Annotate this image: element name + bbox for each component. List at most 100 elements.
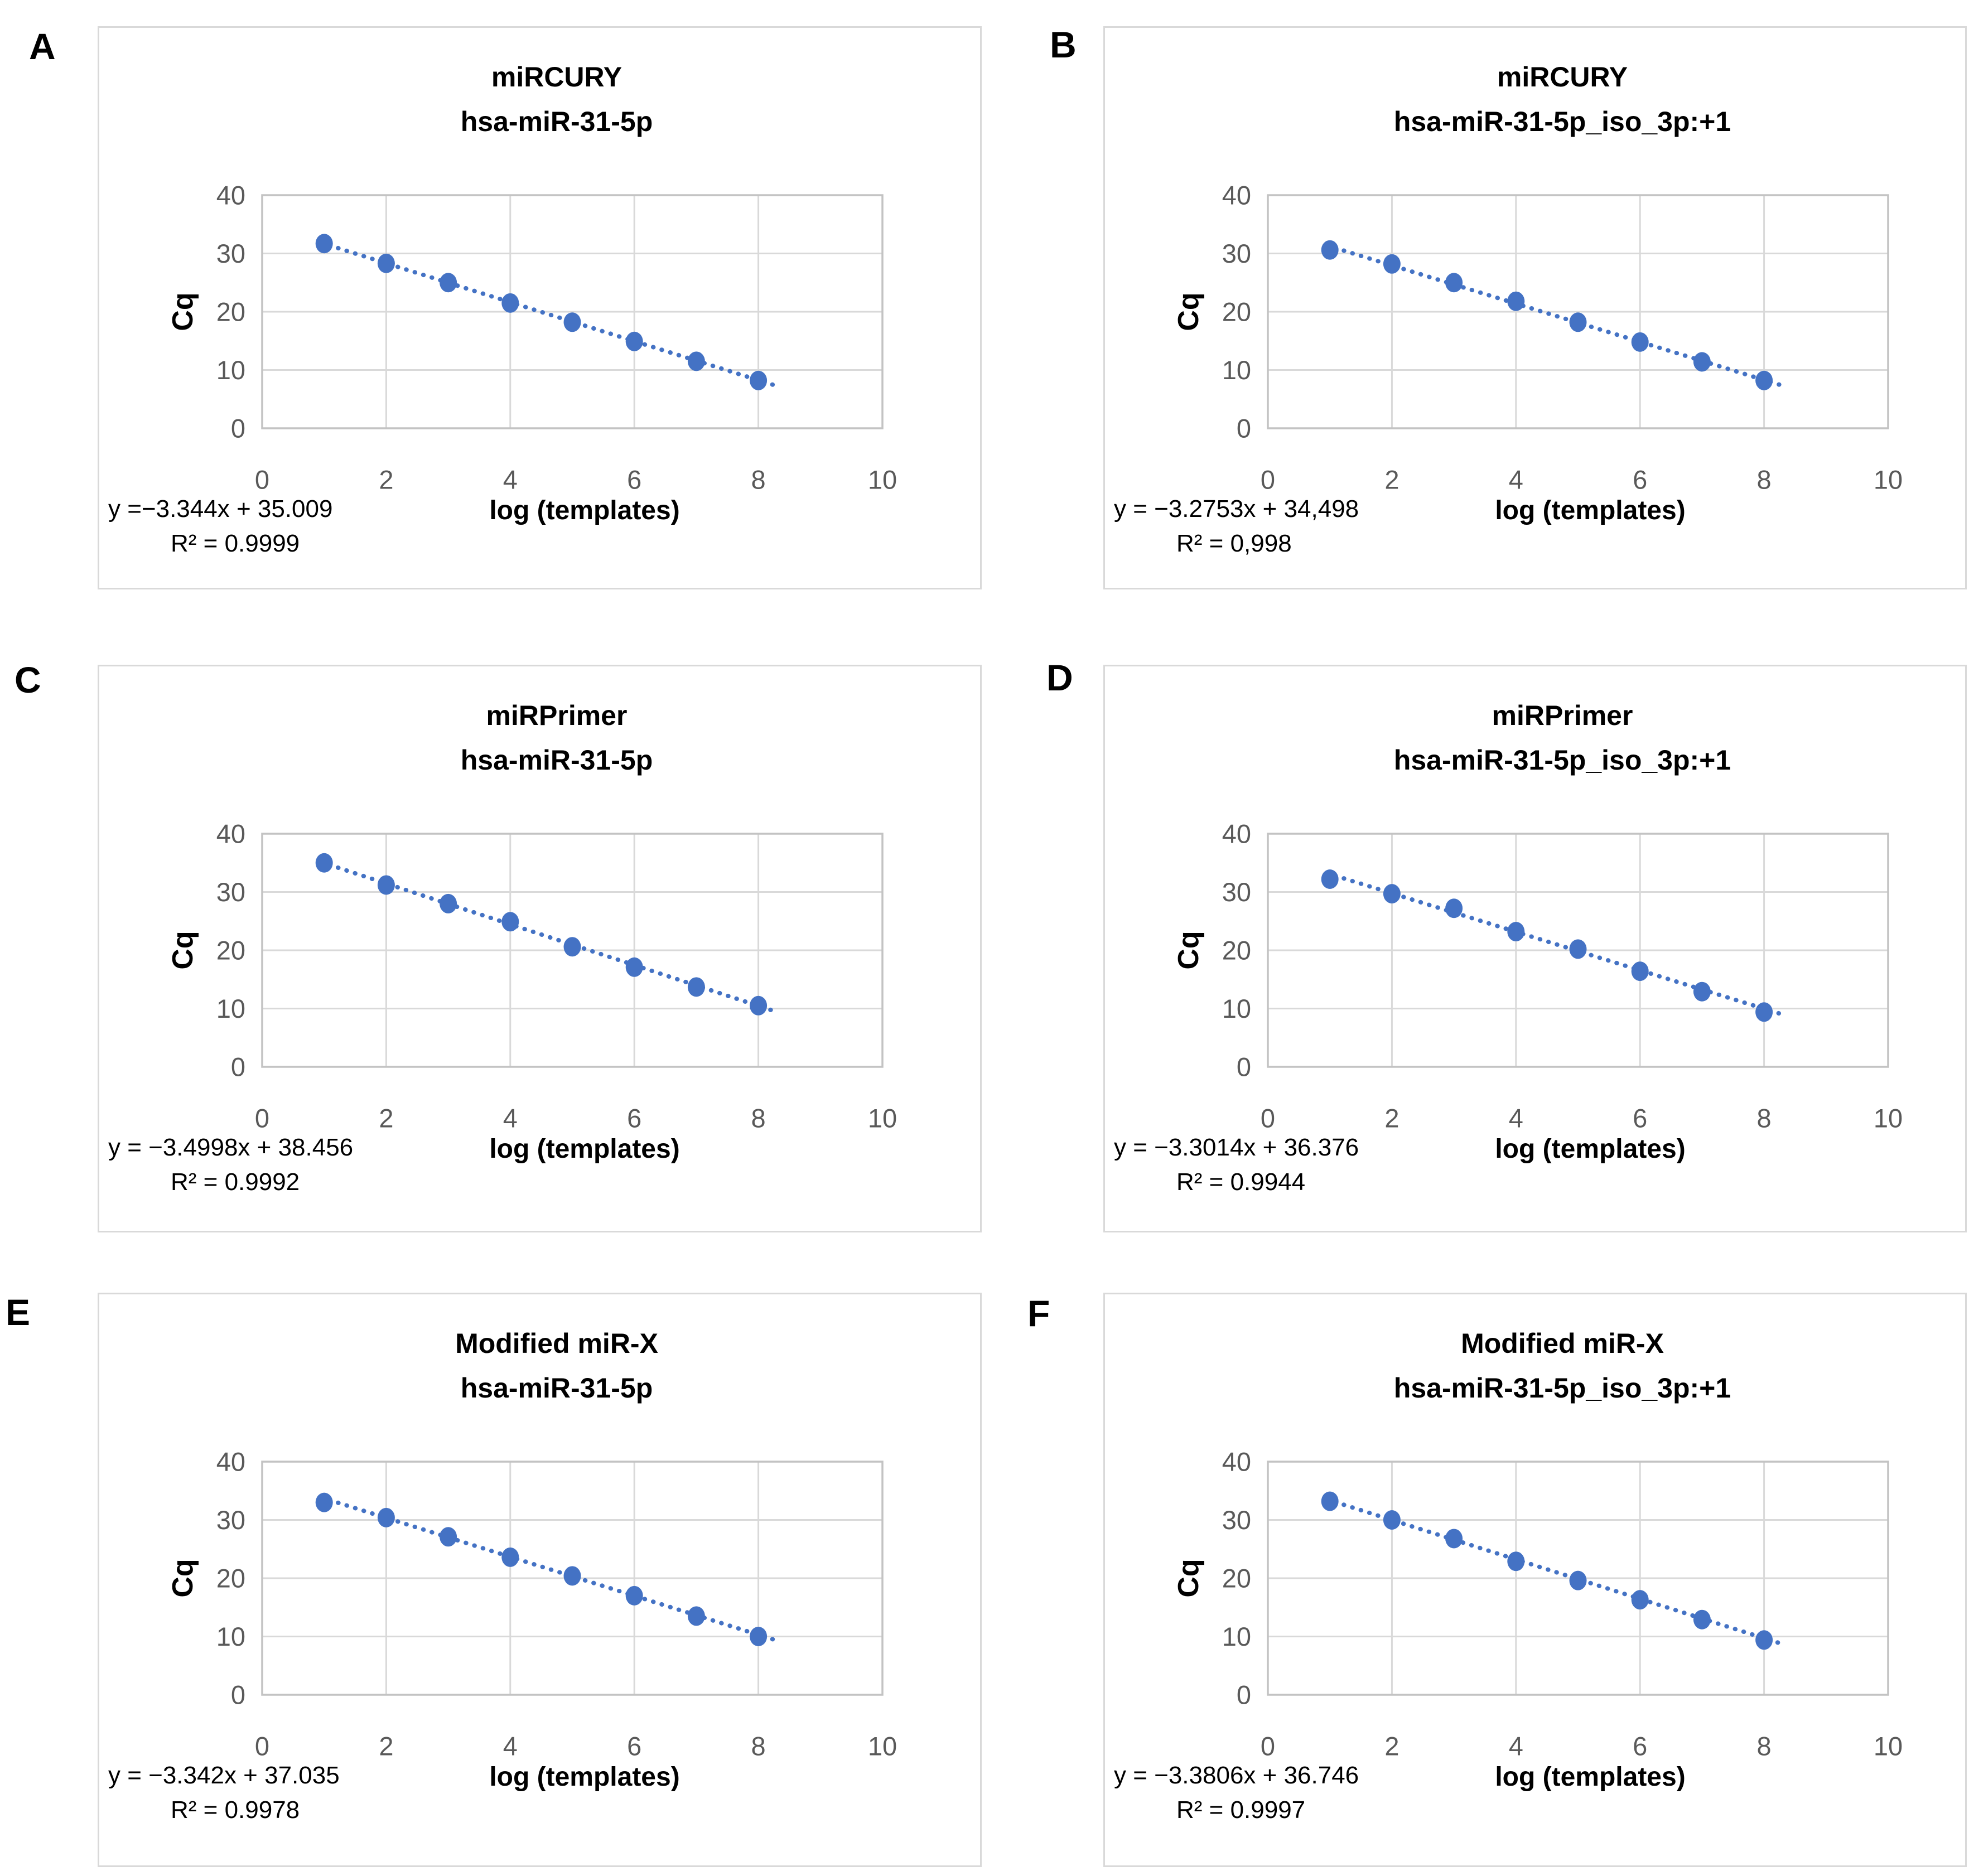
data-point xyxy=(315,234,333,254)
data-point xyxy=(1755,1002,1773,1022)
data-point xyxy=(1755,1630,1773,1650)
chart-title-line1: Modified miR-X xyxy=(455,1328,658,1359)
chart-title: miRCURY hsa-miR-31-5p xyxy=(233,55,880,144)
x-tick-label: 2 xyxy=(379,465,393,495)
panel-label-b: B xyxy=(1050,24,1077,65)
data-point xyxy=(315,1492,333,1512)
y-tick-label: 0 xyxy=(1237,1052,1251,1082)
chart-panel-e: Modified miR-X hsa-miR-31-5p 0 10 20 30 40 0 2 4… xyxy=(98,1293,982,1867)
panel-label-f: F xyxy=(1027,1293,1050,1334)
equation-text: y = −3.342x + 37.035 xyxy=(108,1762,340,1789)
equation-text: y = −3.3806x + 36.746 xyxy=(1114,1762,1359,1789)
x-tick-label: 8 xyxy=(751,1732,766,1761)
data-point xyxy=(1321,869,1339,889)
trendline xyxy=(318,1495,779,1643)
x-tick-label: 0 xyxy=(255,1104,269,1133)
x-tick-label: 4 xyxy=(1509,1104,1523,1133)
r-squared-text: R² = 0.9978 xyxy=(171,1796,300,1824)
x-tick-label: 4 xyxy=(1509,465,1523,495)
y-axis-title: Cq xyxy=(167,292,199,331)
y-tick-label: 20 xyxy=(1222,936,1251,965)
chart-title: miRPrimer hsa-miR-31-5p xyxy=(233,693,880,782)
x-tick-label: 4 xyxy=(503,1104,518,1133)
panel-label-e: E xyxy=(6,1292,31,1333)
plot-border xyxy=(1267,1461,1889,1696)
y-tick-label: 30 xyxy=(1222,877,1251,907)
data-point xyxy=(377,253,395,273)
r-squared-text: R² = 0,998 xyxy=(1176,530,1292,557)
x-tick-label: 2 xyxy=(379,1104,393,1133)
y-tick-label: 30 xyxy=(1222,239,1251,268)
data-point xyxy=(750,370,768,390)
x-axis-title: log (templates) xyxy=(1495,1762,1686,1792)
y-tick-label: 10 xyxy=(216,355,245,385)
panel-label-a: A xyxy=(29,26,56,67)
chart-panel-f: Modified miR-X hsa-miR-31-5p_iso_3p:+1 0 1… xyxy=(1103,1293,1967,1867)
chart-title: Modified miR-X hsa-miR-31-5p xyxy=(233,1321,880,1410)
plot-area: 0 10 20 30 40 0 2 4 6 8 10 Cq xyxy=(167,819,897,1133)
data-point xyxy=(1631,1590,1649,1610)
data-point xyxy=(1383,1510,1401,1530)
r-squared-text: R² = 0.9997 xyxy=(1176,1796,1306,1824)
r-squared-text: R² = 0.9992 xyxy=(171,1168,300,1196)
x-axis-title: log (templates) xyxy=(1495,496,1686,525)
y-tick-label: 20 xyxy=(216,1564,245,1593)
x-tick-label: 0 xyxy=(255,1732,269,1761)
data-point xyxy=(1693,1609,1711,1630)
trendline xyxy=(318,240,779,389)
y-tick-label: 40 xyxy=(216,181,245,210)
y-tick-label: 30 xyxy=(216,877,245,907)
data-point xyxy=(440,893,457,913)
trendline xyxy=(1324,1497,1785,1647)
x-tick-label: 8 xyxy=(1757,1732,1772,1761)
data-point xyxy=(1507,291,1525,311)
data-point xyxy=(1383,884,1401,904)
r-squared-text: R² = 0.9999 xyxy=(171,530,300,557)
x-tick-label: 10 xyxy=(868,465,897,495)
y-tick-label: 40 xyxy=(216,1447,245,1477)
x-tick-label: 0 xyxy=(1261,1104,1275,1133)
trendline-equation: y = −3.4998x + 38.456 R² = 0.9992 xyxy=(108,1130,353,1200)
trendline-equation: y = −3.342x + 37.035 R² = 0.9978 xyxy=(108,1758,340,1827)
data-point xyxy=(750,1627,768,1646)
x-tick-label: 4 xyxy=(503,1732,518,1761)
plot-border xyxy=(261,833,884,1068)
y-tick-label: 40 xyxy=(216,819,245,849)
x-tick-label: 8 xyxy=(751,1104,766,1133)
data-point xyxy=(1507,922,1525,942)
r-squared-text: R² = 0.9944 xyxy=(1176,1168,1306,1196)
plot-area: 0 10 20 30 40 0 2 4 6 8 10 Cq xyxy=(1172,1447,1903,1761)
y-axis-title: Cq xyxy=(1172,292,1205,331)
chart-title-line1: miRCURY xyxy=(1497,61,1628,93)
chart-panel-b: miRCURY hsa-miR-31-5p_iso_3p:+1 0 10 20 30 40… xyxy=(1103,26,1967,589)
data-point xyxy=(1321,240,1339,260)
y-tick-label: 0 xyxy=(231,414,245,443)
equation-text: y =−3.344x + 35.009 xyxy=(108,495,333,523)
data-point xyxy=(625,331,643,351)
y-axis-title: Cq xyxy=(1172,1559,1205,1597)
data-point xyxy=(563,312,581,332)
data-point xyxy=(1693,352,1711,372)
data-point xyxy=(501,293,519,313)
plot-area: 0 10 20 30 40 0 2 4 6 8 10 Cq xyxy=(1172,181,1903,495)
chart-title-line2: hsa-miR-31-5p xyxy=(460,744,653,776)
chart-title-line1: miRCURY xyxy=(491,61,622,93)
data-point xyxy=(1569,939,1587,959)
equation-text: y = −3.2753x + 34,498 xyxy=(1114,495,1359,523)
x-tick-label: 6 xyxy=(1633,465,1647,495)
chart-title-line1: Modified miR-X xyxy=(1461,1328,1664,1359)
chart-panel-a: miRCURY hsa-miR-31-5p 0 10 20 30 40 0 2 4 6 8 10 Cq … xyxy=(98,26,982,589)
y-tick-label: 20 xyxy=(1222,297,1251,327)
plot-border xyxy=(261,1461,884,1696)
data-point xyxy=(1693,981,1711,1002)
x-tick-label: 6 xyxy=(1633,1732,1647,1761)
data-point xyxy=(1569,1570,1587,1590)
trendline-equation: y = −3.3806x + 36.746 R² = 0.9997 xyxy=(1114,1758,1359,1827)
chart-panel-d: miRPrimer hsa-miR-31-5p_iso_3p:+1 0 10 20 30… xyxy=(1103,665,1967,1232)
data-point xyxy=(1445,898,1463,918)
data-point xyxy=(687,977,705,997)
x-axis-title: log (templates) xyxy=(1495,1134,1686,1164)
y-tick-label: 40 xyxy=(1222,1447,1251,1477)
chart-title: Modified miR-X hsa-miR-31-5p_iso_3p:+1 xyxy=(1239,1321,1886,1410)
data-point xyxy=(440,273,457,293)
